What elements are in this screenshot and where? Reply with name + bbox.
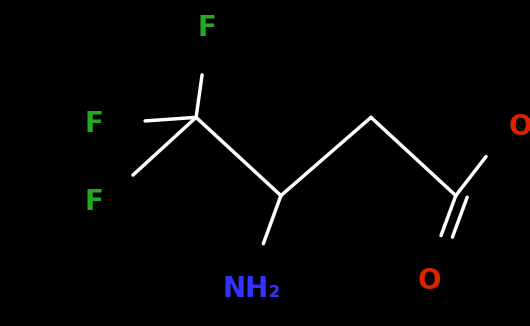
Text: O: O: [418, 267, 441, 295]
Text: NH₂: NH₂: [223, 275, 281, 304]
Text: F: F: [84, 188, 103, 216]
Text: F: F: [84, 110, 103, 138]
Text: OH: OH: [509, 113, 530, 141]
Text: F: F: [197, 14, 216, 42]
